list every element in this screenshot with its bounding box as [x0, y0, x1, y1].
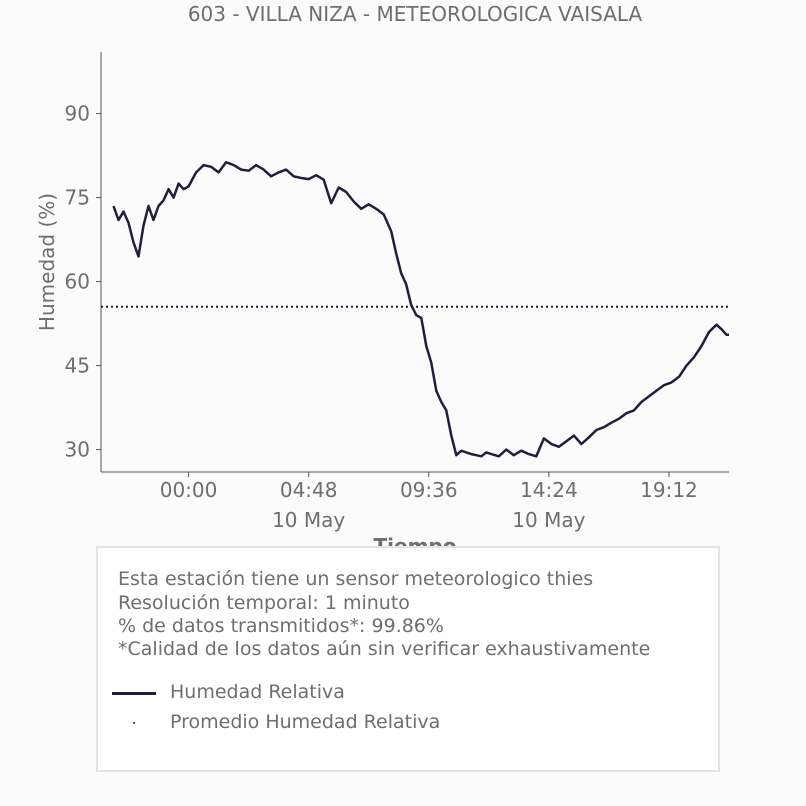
x-tick-label: 00:00 [160, 478, 218, 502]
info-sensor-line: Esta estación tiene un sensor meteorolog… [118, 568, 594, 590]
y-tick-label: 90 [65, 102, 90, 126]
x-tick-label: 14:24 [520, 478, 578, 502]
legend-item-promedio: Promedio Humedad Relativa [112, 711, 512, 735]
info-quality-line: *Calidad de los datos aún sin verificar … [118, 638, 651, 660]
y-axis-label: Humedad (%) [35, 193, 59, 331]
y-tick-label: 60 [65, 270, 90, 294]
legend-label-promedio: Promedio Humedad Relativa [170, 711, 441, 733]
y-tick-label: 45 [65, 354, 90, 378]
x-tick-sublabel: 10 May [272, 508, 345, 532]
y-tick-label: 30 [65, 438, 90, 462]
legend-item-humedad: Humedad Relativa [112, 681, 512, 705]
legend-label-humedad: Humedad Relativa [170, 681, 345, 703]
chart-title: 603 - VILLA NIZA - METEOROLOGICA VAISALA [188, 2, 643, 26]
info-legend-box: Esta estación tiene un sensor meteorolog… [96, 546, 720, 772]
x-tick-label: 04:48 [280, 478, 338, 502]
x-tick-label: 19:12 [640, 478, 698, 502]
y-tick-label: 75 [65, 186, 90, 210]
info-transmitted-line: % de datos transmitidos*: 99.86% [118, 615, 444, 637]
legend-line-swatch [112, 692, 156, 695]
humidity-series-line [112, 161, 729, 458]
info-resolution-line: Resolución temporal: 1 minuto [118, 592, 410, 614]
x-tick-sublabel: 10 May [512, 508, 585, 532]
x-tick-label: 09:36 [400, 478, 458, 502]
legend-dot-swatch [133, 722, 135, 724]
